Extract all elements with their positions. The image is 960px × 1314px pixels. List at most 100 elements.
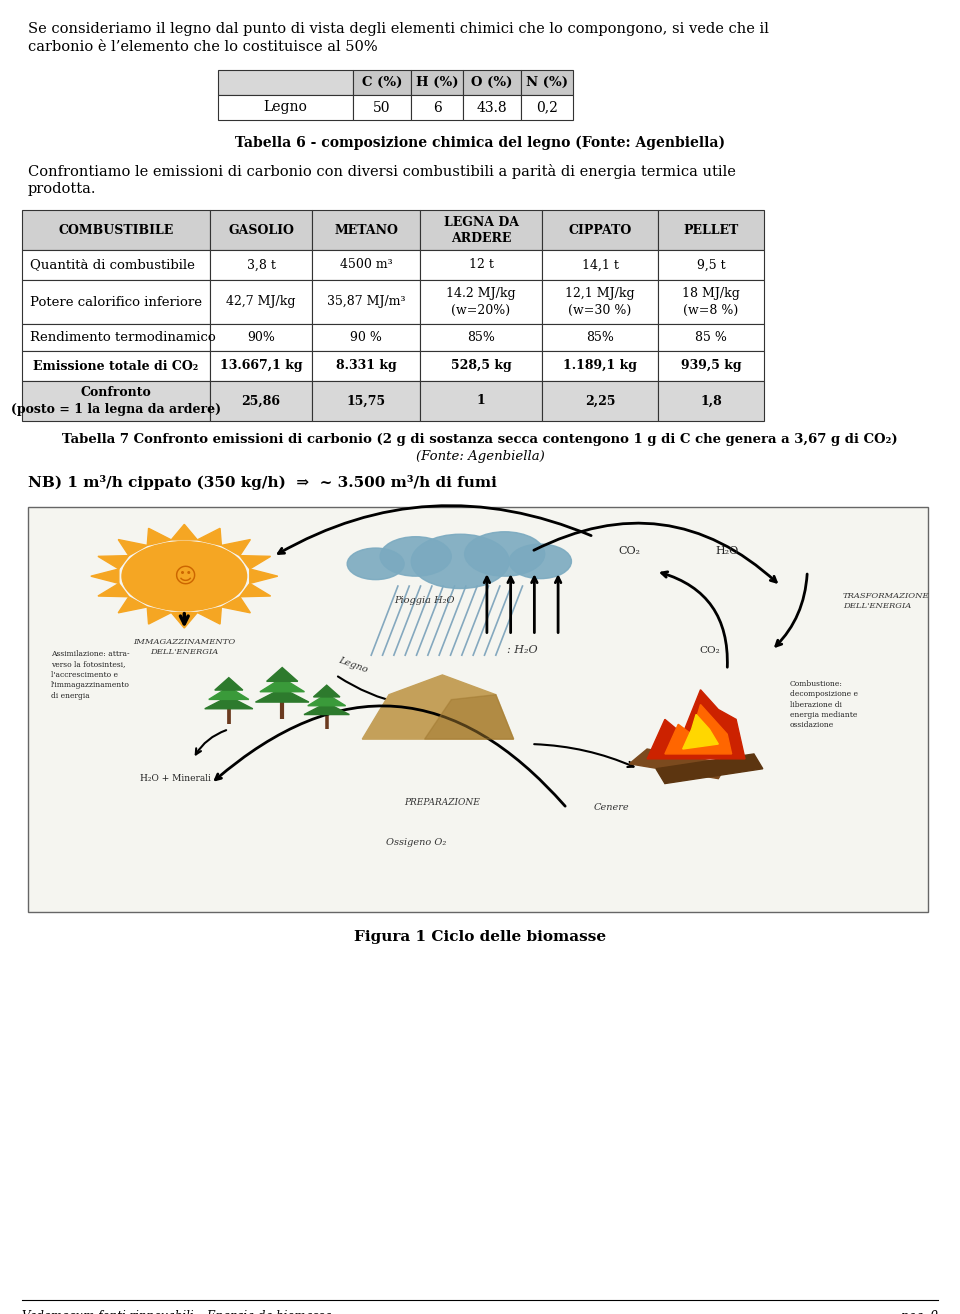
Text: 2,25: 2,25 <box>585 394 615 407</box>
Polygon shape <box>118 540 147 556</box>
Polygon shape <box>215 678 243 690</box>
Text: PREPARAZIONE: PREPARAZIONE <box>404 799 480 807</box>
Polygon shape <box>208 687 249 699</box>
Text: COMBUSTIBILE: COMBUSTIBILE <box>59 223 174 237</box>
Text: Rendimento termodinamico: Rendimento termodinamico <box>30 331 216 344</box>
Bar <box>22 381 210 420</box>
Text: 85%: 85% <box>586 331 614 344</box>
Polygon shape <box>198 528 222 545</box>
Polygon shape <box>171 612 198 628</box>
Bar <box>22 351 210 381</box>
Bar <box>542 210 658 250</box>
Text: H (%): H (%) <box>416 76 458 89</box>
Polygon shape <box>204 696 252 708</box>
Bar <box>542 280 658 325</box>
Text: Legno: Legno <box>264 100 307 114</box>
Text: Ossigeno O₂: Ossigeno O₂ <box>386 838 445 848</box>
Polygon shape <box>304 703 349 715</box>
Bar <box>218 95 353 120</box>
Bar <box>420 210 542 250</box>
Text: O (%): O (%) <box>471 76 513 89</box>
Text: 90 %: 90 % <box>350 331 382 344</box>
Bar <box>22 250 210 280</box>
Bar <box>420 351 542 381</box>
Bar <box>420 250 542 280</box>
Text: 90%: 90% <box>247 331 275 344</box>
Text: Assimilazione: attra-
verso la fotosintesi,
l'accrescimento e
l'immagazzinamento: Assimilazione: attra- verso la fotosinte… <box>51 650 130 700</box>
Text: 6: 6 <box>433 100 442 114</box>
Circle shape <box>348 548 404 579</box>
Bar <box>411 70 463 95</box>
Text: Tabella 6 - composizione chimica del legno (Fonte: Agenbiella): Tabella 6 - composizione chimica del leg… <box>235 137 725 150</box>
Text: Quantità di combustibile: Quantità di combustibile <box>30 259 195 272</box>
Text: 42,7 MJ/kg: 42,7 MJ/kg <box>227 296 296 309</box>
Text: 14.2 MJ/kg
(w=20%): 14.2 MJ/kg (w=20%) <box>446 288 516 317</box>
Text: 15,75: 15,75 <box>347 394 386 407</box>
Polygon shape <box>362 675 514 738</box>
Polygon shape <box>630 749 728 779</box>
Polygon shape <box>250 569 277 583</box>
Text: TRASFORMAZIONE
DELL'ENERGIA: TRASFORMAZIONE DELL'ENERGIA <box>843 591 929 610</box>
Text: 8.331 kg: 8.331 kg <box>336 360 396 372</box>
Text: 1.189,1 kg: 1.189,1 kg <box>563 360 637 372</box>
Text: C (%): C (%) <box>362 76 402 89</box>
Polygon shape <box>255 689 309 702</box>
Bar <box>353 95 411 120</box>
Bar <box>28 507 928 912</box>
Circle shape <box>411 535 509 589</box>
Text: Tabella 7 Confronto emissioni di carbonio (2 g di sostanza secca contengono 1 g : Tabella 7 Confronto emissioni di carboni… <box>62 434 898 445</box>
Text: : H₂O: : H₂O <box>507 645 538 656</box>
Polygon shape <box>267 668 298 682</box>
Bar <box>312 210 420 250</box>
Polygon shape <box>222 540 251 556</box>
Text: NB) 1 m³/h cippato (350 kg/h)  ⇒  ~ 3.500 m³/h di fumi: NB) 1 m³/h cippato (350 kg/h) ⇒ ~ 3.500 … <box>28 474 497 490</box>
Polygon shape <box>260 678 304 691</box>
Bar <box>312 280 420 325</box>
Bar <box>22 210 210 250</box>
Bar <box>658 351 764 381</box>
Bar <box>521 70 573 95</box>
Bar <box>312 250 420 280</box>
Text: 43.8: 43.8 <box>477 100 507 114</box>
Text: 85 %: 85 % <box>695 331 727 344</box>
Bar <box>312 381 420 420</box>
Bar <box>420 381 542 420</box>
Text: Figura 1 Ciclo delle biomasse: Figura 1 Ciclo delle biomasse <box>354 930 606 943</box>
Text: GASOLIO: GASOLIO <box>228 223 294 237</box>
Circle shape <box>122 541 247 611</box>
Polygon shape <box>98 556 129 569</box>
Text: Confronto
(posto = 1 la legna da ardere): Confronto (posto = 1 la legna da ardere) <box>11 386 221 415</box>
Bar <box>210 210 312 250</box>
Text: 4500 m³: 4500 m³ <box>340 259 393 272</box>
Text: 9,5 t: 9,5 t <box>697 259 726 272</box>
Polygon shape <box>198 607 222 624</box>
Text: prodotta.: prodotta. <box>28 183 97 196</box>
Text: 1: 1 <box>476 394 486 407</box>
Polygon shape <box>424 695 514 738</box>
Polygon shape <box>240 583 271 597</box>
Text: 12,1 MJ/kg
(w=30 %): 12,1 MJ/kg (w=30 %) <box>565 288 635 317</box>
Polygon shape <box>147 528 171 545</box>
Polygon shape <box>647 690 745 759</box>
Text: 85%: 85% <box>468 331 495 344</box>
Bar <box>420 325 542 351</box>
Text: carbonio è l’elemento che lo costituisce al 50%: carbonio è l’elemento che lo costituisce… <box>28 39 377 54</box>
Bar <box>658 381 764 420</box>
Polygon shape <box>222 597 251 612</box>
Text: 1,8: 1,8 <box>700 394 722 407</box>
Polygon shape <box>665 704 732 754</box>
Text: Combustione:
decomposizione e
liberazione di
energia mediante
ossidazione: Combustione: decomposizione e liberazion… <box>789 679 857 729</box>
Circle shape <box>380 536 451 576</box>
Polygon shape <box>240 556 271 569</box>
Bar <box>411 95 463 120</box>
Polygon shape <box>656 754 763 783</box>
Text: 14,1 t: 14,1 t <box>582 259 618 272</box>
Bar <box>542 351 658 381</box>
Circle shape <box>465 532 544 576</box>
Bar <box>353 70 411 95</box>
Text: Potere calorifico inferiore: Potere calorifico inferiore <box>30 296 202 309</box>
Text: LEGNA DA
ARDERE: LEGNA DA ARDERE <box>444 215 518 244</box>
Circle shape <box>509 544 571 578</box>
Polygon shape <box>118 597 147 612</box>
Text: CO₂: CO₂ <box>699 645 720 654</box>
